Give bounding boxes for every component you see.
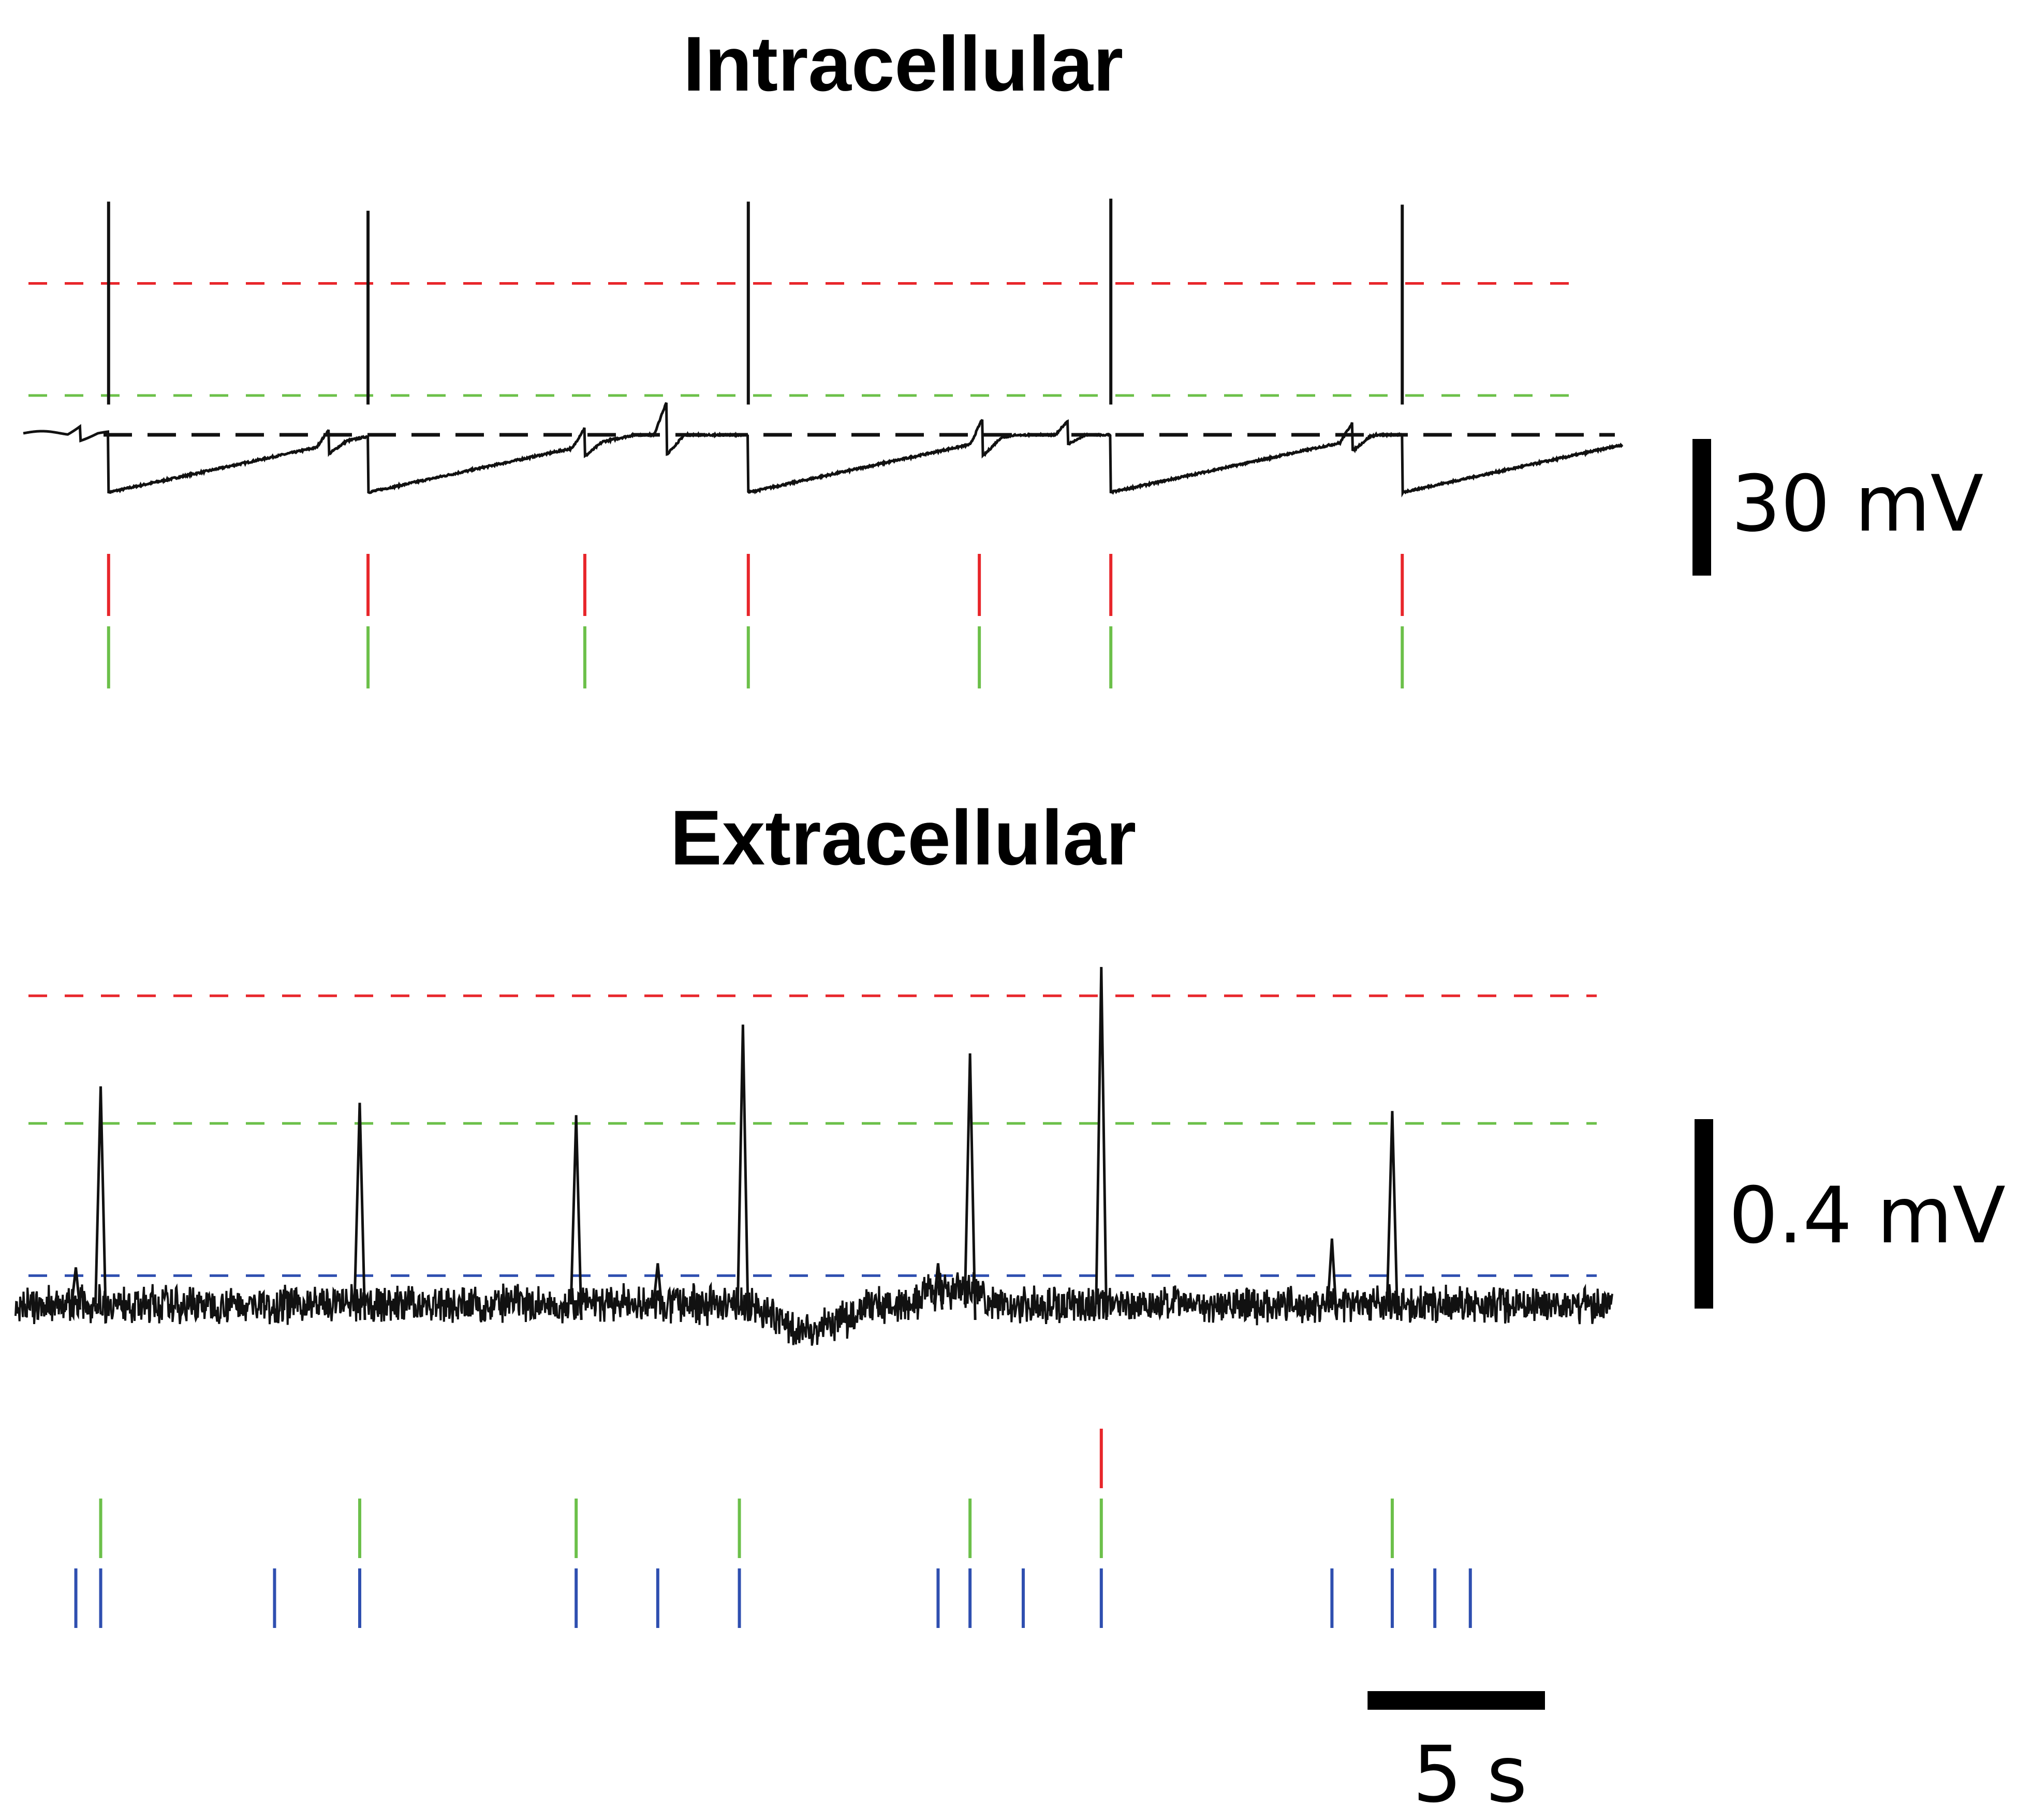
extracellular-panel: Extracellular 0.4 mV 5 s (14, 794, 2006, 1820)
intracellular-trace (23, 198, 1624, 498)
extracellular-voltage-line (14, 1272, 1613, 1346)
extracellular-small-spike-0 (70, 1267, 82, 1310)
extracellular-spike-2 (569, 1115, 583, 1320)
extracellular-small-spike-2 (932, 1263, 944, 1310)
intracellular-panel: Intracellular 30 mV (23, 20, 1983, 688)
intracellular-thresholds (28, 282, 1615, 437)
extracellular-voltage-scale-label: 0.4 mV (1729, 1171, 2006, 1261)
extracellular-spike-5 (1095, 967, 1108, 1320)
extracellular-spike-0 (94, 1086, 108, 1320)
extracellular-spike-1 (353, 1103, 366, 1320)
extracellular-rasters (74, 1429, 1472, 1628)
time-scale-label: 5 s (1412, 1730, 1527, 1820)
intracellular-membrane-potential-line (23, 402, 1624, 498)
extracellular-small-spike-1 (652, 1263, 664, 1310)
intracellular-rasters (107, 554, 1404, 688)
extracellular-spike-3 (736, 1024, 749, 1320)
extracellular-small-spike-3 (1326, 1238, 1337, 1310)
extracellular-trace (14, 967, 1613, 1346)
extracellular-spike-4 (963, 1053, 977, 1320)
intracellular-voltage-scale-label: 30 mV (1731, 459, 1983, 549)
intracellular-title: Intracellular (683, 20, 1123, 107)
extracellular-title: Extracellular (670, 794, 1137, 881)
extracellular-spike-6 (1386, 1111, 1399, 1320)
